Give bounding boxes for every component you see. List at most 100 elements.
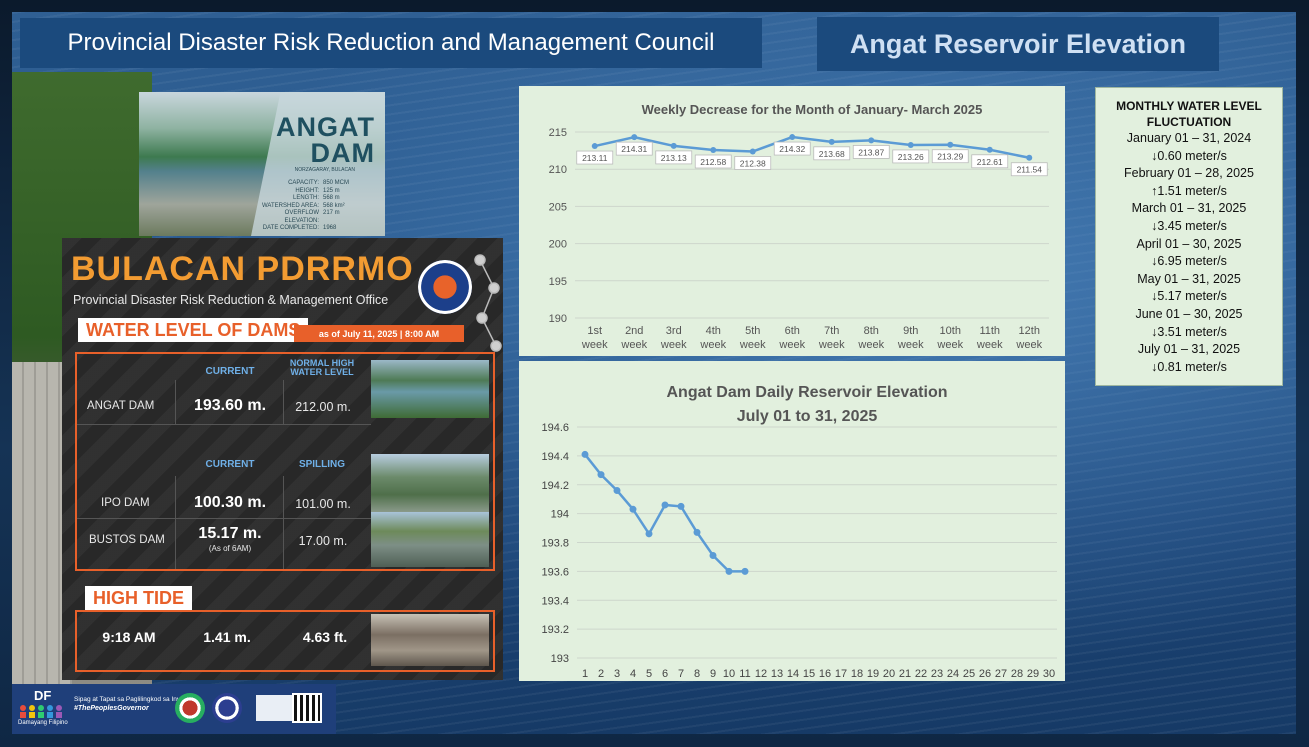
council-title: Provincial Disaster Risk Reduction and M… [67, 29, 715, 56]
x-tick-label: 9th [903, 325, 918, 337]
x-tick-label: 23 [931, 668, 943, 680]
reservoir-title-banner: Angat Reservoir Elevation [817, 17, 1219, 71]
monthly-period: May 01 – 31, 2025 [1137, 271, 1241, 286]
data-point [986, 146, 993, 153]
x-tick-label: week [739, 339, 766, 351]
network-decoration-icon [474, 254, 502, 352]
monthly-period: February 01 – 28, 2025 [1124, 166, 1254, 181]
spec-key: OVERFLOW ELEVATION: [284, 210, 319, 224]
x-tick-label: 7 [678, 668, 684, 680]
monthly-period: July 01 – 31, 2025 [1137, 342, 1241, 357]
spec-key: DATE COMPLETED: [262, 225, 319, 231]
y-tick-label: 193.6 [541, 566, 569, 578]
x-tick-label: 2 [598, 668, 604, 680]
high-tide-table: 9:18 AM 1.41 m. 4.63 ft. [75, 610, 495, 672]
x-tick-label: week [778, 339, 805, 351]
x-tick-label: 20 [883, 668, 895, 680]
pdrrmo-seal-icon [418, 260, 472, 314]
spec-value: 850 MCM [323, 180, 350, 186]
chart-title: Weekly Decrease for the Month of January… [642, 102, 983, 117]
spec-row: OVERFLOW ELEVATION: 217 m [261, 210, 371, 225]
bustos-note: (As of 6AM) [208, 544, 252, 553]
x-tick-label: 29 [1027, 668, 1039, 680]
x-tick-label: 12 [755, 668, 767, 680]
qr-code-icon [292, 693, 322, 723]
x-tick-label: 3 [614, 668, 620, 680]
weekly-chart-svg: Weekly Decrease for the Month of January… [549, 102, 1049, 351]
series-line [584, 453, 745, 573]
x-tick-label: 17 [835, 668, 847, 680]
data-point [677, 502, 685, 510]
data-label: 212.38 [740, 158, 766, 168]
monthly-change: ↓3.45 meter/s [1151, 218, 1227, 233]
data-point [597, 471, 605, 479]
spec-value: 568 m [323, 195, 340, 201]
y-tick-label: 194.6 [541, 422, 569, 434]
spec-value: 125 m [323, 187, 340, 194]
x-tick-label: 11th [979, 325, 1000, 337]
col-current-header: CURRENT [205, 366, 255, 377]
council-title-banner: Provincial Disaster Risk Reduction and M… [20, 18, 762, 68]
data-label: 213.26 [898, 152, 924, 162]
data-label-box [734, 156, 772, 170]
spec-key: HEIGHT: [295, 187, 319, 194]
data-point [868, 137, 875, 144]
x-tick-label: 19 [867, 668, 879, 680]
spec-key: CAPACITY: [288, 180, 319, 186]
water-level-label: WATER LEVEL OF DAMS [78, 318, 309, 342]
angat-dam-photo [371, 360, 489, 418]
x-tick-label: 22 [915, 668, 927, 680]
slide-frame: Provincial Disaster Risk Reduction and M… [12, 12, 1296, 734]
spec-key: WATERSHED AREA: [261, 202, 319, 209]
angat-current-value: 193.60 m. [193, 397, 267, 414]
data-point [907, 141, 914, 148]
y-tick-label: 215 [549, 127, 567, 139]
x-tick-label: 27 [995, 668, 1007, 680]
y-tick-label: 194 [551, 509, 569, 521]
data-point [629, 505, 637, 513]
angat-dam-card: ANGAT DAM NORZAGARAY, BULACAN CAPACITY: 8… [139, 92, 385, 236]
x-tick-label: 26 [979, 668, 991, 680]
x-tick-label: 7th [824, 325, 839, 337]
data-label: 213.68 [819, 149, 845, 159]
high-tide-meters: 1.41 m. [203, 629, 251, 645]
monthly-change: ↓0.60 meter/s [1151, 148, 1227, 163]
col-spilling-header: SPILLING [298, 459, 346, 470]
data-label: 212.61 [977, 157, 1003, 167]
x-tick-label: 4th [706, 325, 721, 337]
data-label: 211.54 [1017, 165, 1043, 175]
brand-figures-icon [20, 705, 62, 718]
data-point [1026, 154, 1033, 161]
data-label: 212.58 [700, 157, 726, 167]
x-tick-label: 30 [1043, 668, 1055, 680]
chart-title: Angat Dam Daily Reservoir Elevation [667, 384, 948, 401]
divider [283, 476, 284, 569]
x-tick-label: 28 [1011, 668, 1023, 680]
y-tick-label: 195 [549, 276, 567, 288]
x-tick-label: week [936, 339, 963, 351]
data-point [631, 134, 638, 141]
data-point [749, 148, 756, 155]
divider [175, 380, 176, 424]
daily-chart: Angat Dam Daily Reservoir Elevation July … [519, 361, 1065, 681]
daily-chart-svg: Angat Dam Daily Reservoir Elevation July … [541, 384, 1057, 680]
footer-brand: DF [34, 688, 52, 703]
data-label: 214.31 [621, 144, 647, 154]
data-point [693, 528, 701, 536]
spec-value: 217 m [323, 210, 340, 216]
x-tick-label: 3rd [666, 325, 682, 337]
spec-value: 568 km² [323, 202, 345, 209]
spec-value: 1968 [323, 225, 337, 231]
x-tick-label: week [976, 339, 1003, 351]
data-label-box [852, 145, 890, 159]
data-point [645, 530, 653, 538]
province-seal-icon [175, 693, 205, 723]
monthly-period: January 01 – 31, 2024 [1126, 131, 1252, 145]
x-tick-label: 8th [864, 325, 879, 337]
monthly-period: April 01 – 30, 2025 [1136, 236, 1242, 251]
water-level-table: CURRENT NORMAL HIGH WATER LEVEL ANGAT DA… [75, 352, 495, 571]
ipo-current-value: 100.30 m. [193, 494, 267, 511]
monthly-change: ↓3.51 meter/s [1151, 324, 1227, 339]
data-label-box [971, 154, 1009, 169]
ipo-dam-label: IPO DAM [101, 497, 150, 509]
